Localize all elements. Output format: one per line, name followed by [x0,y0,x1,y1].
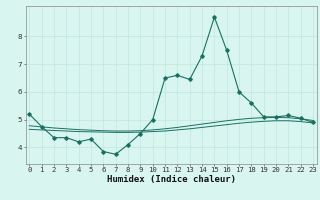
X-axis label: Humidex (Indice chaleur): Humidex (Indice chaleur) [107,175,236,184]
